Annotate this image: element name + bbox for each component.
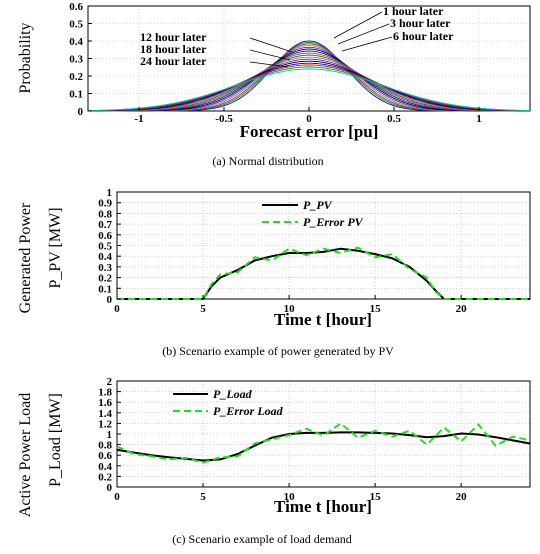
panel-c-caption: (c) Scenario example of load demand xyxy=(172,532,352,546)
y-tick-label: 0.9 xyxy=(98,198,112,210)
panel-a-arrow-1h xyxy=(333,11,383,39)
panel-a-annotation-24h: 24 hour later xyxy=(140,54,207,68)
panel-b-legend-pv: P_PV xyxy=(303,198,333,212)
y-tick-label: 0.4 xyxy=(98,461,112,473)
panel-c-xlabel: Time t [hour] xyxy=(274,497,372,516)
x-tick-label: 15 xyxy=(370,491,382,503)
panel-c-legend-load: P_Load xyxy=(213,387,253,401)
y-tick-label: 0 xyxy=(78,106,84,118)
y-tick-label: 0.3 xyxy=(98,262,112,274)
curve-9 xyxy=(88,56,530,112)
panel-b-ylabel-unit: P_PV [MW] xyxy=(47,207,64,288)
panel-a-annotation-18h: 18 hour later xyxy=(140,42,207,56)
y-tick-label: 0.6 xyxy=(98,230,112,242)
panel-b-legend: P_PV P_Error PV xyxy=(262,198,364,229)
y-tick-label: 0.3 xyxy=(69,54,83,66)
x-tick-label: -1 xyxy=(134,113,143,125)
panel-b-ticks: 0 5 10 15 20 00.10.20.30.40.50.60.70.80.91 xyxy=(98,187,467,315)
x-tick-label: 20 xyxy=(456,491,468,503)
curve-13 xyxy=(88,64,530,112)
panel-a-arrow-24h xyxy=(249,61,289,68)
x-tick-label: 10 xyxy=(284,491,296,503)
y-tick-label: 1.2 xyxy=(98,418,112,430)
y-tick-label: 1.6 xyxy=(98,397,112,409)
panel-a-ylabel: Probability xyxy=(17,22,34,93)
curve-10 xyxy=(88,58,530,112)
y-tick-label: 0.4 xyxy=(69,36,83,48)
x-tick-label: 1 xyxy=(476,113,482,125)
x-tick-label: 0 xyxy=(114,303,120,315)
x-tick-label: 0.5 xyxy=(387,113,401,125)
panel-a-annotation-6h: 6 hour later xyxy=(393,29,454,43)
x-tick-label: 15 xyxy=(370,303,382,315)
panel-c: 0 5 10 15 20 00.20.40.60.811.21.41.61.82 Time… xyxy=(17,376,531,546)
x-tick-label: 0 xyxy=(306,113,312,125)
y-tick-label: 0.6 xyxy=(69,1,83,13)
panel-b-ylabel: Generated Power xyxy=(17,202,34,313)
y-tick-label: 0.8 xyxy=(98,208,112,220)
x-tick-label: -0.5 xyxy=(215,113,233,125)
panel-b-xlabel: Time t [hour] xyxy=(274,310,372,329)
x-tick-label: 0 xyxy=(114,491,120,503)
x-tick-label: 5 xyxy=(200,303,206,315)
panel-c-ylabel-unit: P_Load [MW] xyxy=(47,393,64,487)
y-tick-label: 1 xyxy=(107,187,113,199)
panel-c-ticks: 0 5 10 15 20 00.20.40.60.811.21.41.61.82 xyxy=(98,376,467,503)
panel-c-ylabel: Active Power Load xyxy=(17,393,34,517)
panel-c-legend-error: P_Error Load xyxy=(213,404,284,418)
curve-14 xyxy=(87,66,531,112)
panel-c-lines xyxy=(116,422,531,464)
y-tick-label: 1 xyxy=(107,429,113,441)
panel-a-arrow-3h xyxy=(337,23,390,45)
panel-a-annotation-3h: 3 hour later xyxy=(390,16,451,30)
y-tick-label: 0.1 xyxy=(98,283,112,295)
panel-a-arrow-6h xyxy=(341,36,393,52)
y-tick-label: 0.6 xyxy=(98,450,112,462)
series-line-1 xyxy=(117,246,530,300)
y-tick-label: 1.8 xyxy=(98,387,112,399)
y-tick-label: 0.7 xyxy=(98,219,112,231)
panel-a-caption: (a) Normal distribution xyxy=(212,154,323,168)
panel-b-caption: (b) Scenario example of power generated … xyxy=(162,344,394,358)
curve-12 xyxy=(88,62,530,112)
y-tick-label: 1.4 xyxy=(98,408,112,420)
y-tick-label: 0.5 xyxy=(98,241,112,253)
y-tick-label: 0.2 xyxy=(98,471,112,483)
y-tick-label: 0.4 xyxy=(98,251,112,263)
panel-b-legend-error: P_Error PV xyxy=(303,215,364,229)
curve-15 xyxy=(88,68,530,111)
panel-b: 0 5 10 15 20 00.10.20.30.40.50.60.70.80.91 Ti… xyxy=(17,187,531,358)
panel-a-ticks: -1 -0.5 0 0.5 1 0 0.1 0.2 0.3 0.4 0.5 0.6 xyxy=(69,1,482,125)
y-tick-label: 0 xyxy=(107,294,113,306)
y-tick-label: 2 xyxy=(107,376,113,388)
panel-a: -1 -0.5 0 0.5 1 0 0.1 0.2 0.3 0.4 0.5 0.6 Forecast … xyxy=(17,1,531,168)
y-tick-label: 0.2 xyxy=(98,273,112,285)
panel-b-lines xyxy=(117,246,530,300)
y-tick-label: 0 xyxy=(107,482,113,494)
x-tick-label: 10 xyxy=(284,303,296,315)
y-tick-label: 0.2 xyxy=(69,71,83,83)
panel-a-annotation-12h: 12 hour later xyxy=(140,30,207,44)
series-line-0 xyxy=(116,431,531,462)
panel-a-curves xyxy=(87,40,531,112)
panel-c-legend: P_Load P_Error Load xyxy=(173,387,284,418)
curve-8 xyxy=(88,54,530,112)
x-tick-label: 20 xyxy=(456,303,468,315)
x-tick-label: 5 xyxy=(200,491,206,503)
panel-a-annotation-1h: 1 hour later xyxy=(383,4,444,18)
panel-a-arrow-18h xyxy=(249,49,291,61)
y-tick-label: 0.8 xyxy=(98,440,112,452)
panel-a-xlabel: Forecast error [pu] xyxy=(240,122,379,141)
y-tick-label: 0.1 xyxy=(69,89,83,101)
panel-a-arrow-12h xyxy=(249,37,293,53)
series-line-1 xyxy=(116,422,531,464)
curve-11 xyxy=(88,60,530,112)
y-tick-label: 0.5 xyxy=(69,19,83,31)
